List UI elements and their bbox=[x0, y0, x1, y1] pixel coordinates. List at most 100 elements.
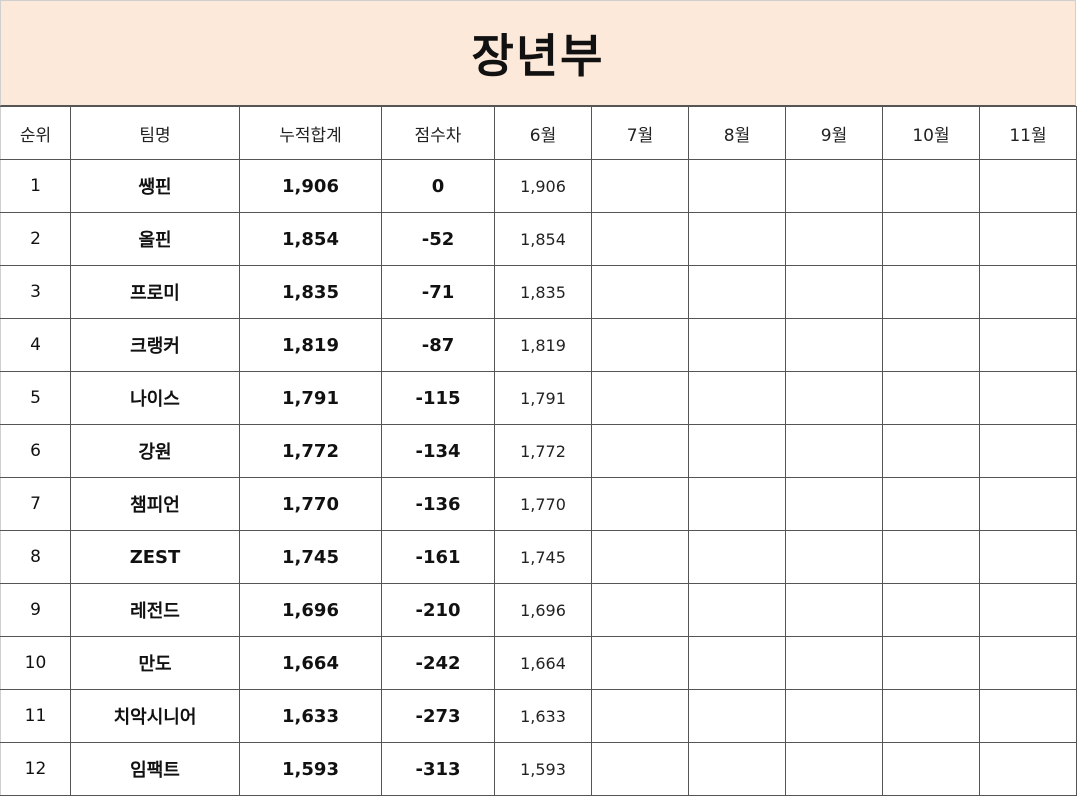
cell-total: 1,593 bbox=[239, 742, 382, 796]
table-row: 11 치악시니어 1,633 -273 1,633 bbox=[0, 689, 1077, 743]
cell-jul bbox=[591, 371, 689, 425]
cell-jul bbox=[591, 212, 689, 266]
cell-team: 크랭커 bbox=[70, 318, 240, 372]
table-row: 4 크랭커 1,819 -87 1,819 bbox=[0, 318, 1077, 372]
cell-aug bbox=[688, 159, 786, 213]
cell-oct bbox=[882, 318, 980, 372]
cell-oct bbox=[882, 371, 980, 425]
cell-oct bbox=[882, 742, 980, 796]
cell-aug bbox=[688, 636, 786, 690]
table-row: 2 올핀 1,854 -52 1,854 bbox=[0, 212, 1077, 266]
cell-sep bbox=[785, 477, 883, 531]
cell-jun: 1,835 bbox=[494, 265, 592, 319]
table-row: 3 프로미 1,835 -71 1,835 bbox=[0, 265, 1077, 319]
cell-aug bbox=[688, 689, 786, 743]
table-row: 10 만도 1,664 -242 1,664 bbox=[0, 636, 1077, 690]
cell-jul bbox=[591, 159, 689, 213]
cell-total: 1,696 bbox=[239, 583, 382, 637]
cell-team: 쌩핀 bbox=[70, 159, 240, 213]
cell-nov bbox=[979, 371, 1077, 425]
cell-total: 1,819 bbox=[239, 318, 382, 372]
cell-diff: -242 bbox=[381, 636, 495, 690]
cell-rank: 9 bbox=[0, 583, 71, 637]
cell-total: 1,906 bbox=[239, 159, 382, 213]
cell-rank: 6 bbox=[0, 424, 71, 478]
cell-oct bbox=[882, 265, 980, 319]
cell-diff: -52 bbox=[381, 212, 495, 266]
cell-oct bbox=[882, 583, 980, 637]
cell-team: 올핀 bbox=[70, 212, 240, 266]
cell-aug bbox=[688, 265, 786, 319]
cell-jun: 1,593 bbox=[494, 742, 592, 796]
cell-jun: 1,633 bbox=[494, 689, 592, 743]
cell-team: ZEST bbox=[70, 530, 240, 584]
cell-jun: 1,791 bbox=[494, 371, 592, 425]
cell-aug bbox=[688, 318, 786, 372]
cell-sep bbox=[785, 636, 883, 690]
table-row: 9 레전드 1,696 -210 1,696 bbox=[0, 583, 1077, 637]
cell-sep bbox=[785, 424, 883, 478]
cell-rank: 7 bbox=[0, 477, 71, 531]
cell-rank: 12 bbox=[0, 742, 71, 796]
cell-nov bbox=[979, 159, 1077, 213]
table-body: 1 쌩핀 1,906 0 1,906 2 올핀 1,854 -52 1,854 3 프로미 1,835-… bbox=[0, 159, 1077, 796]
cell-oct bbox=[882, 424, 980, 478]
cell-nov bbox=[979, 689, 1077, 743]
cell-team: 만도 bbox=[70, 636, 240, 690]
cell-jul bbox=[591, 530, 689, 584]
cell-diff: -210 bbox=[381, 583, 495, 637]
cell-total: 1,835 bbox=[239, 265, 382, 319]
cell-nov bbox=[979, 742, 1077, 796]
cell-jul bbox=[591, 477, 689, 531]
cell-sep bbox=[785, 530, 883, 584]
cell-total: 1,664 bbox=[239, 636, 382, 690]
cell-rank: 1 bbox=[0, 159, 71, 213]
cell-rank: 4 bbox=[0, 318, 71, 372]
cell-diff: 0 bbox=[381, 159, 495, 213]
table-row: 6 강원 1,772 -134 1,772 bbox=[0, 424, 1077, 478]
cell-diff: -71 bbox=[381, 265, 495, 319]
cell-diff: -161 bbox=[381, 530, 495, 584]
cell-oct bbox=[882, 212, 980, 266]
cell-diff: -313 bbox=[381, 742, 495, 796]
cell-aug bbox=[688, 424, 786, 478]
cell-diff: -134 bbox=[381, 424, 495, 478]
cell-nov bbox=[979, 318, 1077, 372]
cell-oct bbox=[882, 530, 980, 584]
header-row: 순위 팀명 누적합계 점수차 6월 7월 8월 9월 10월 11월 bbox=[0, 106, 1077, 160]
cell-aug bbox=[688, 742, 786, 796]
header-rank: 순위 bbox=[0, 106, 71, 160]
cell-jul bbox=[591, 636, 689, 690]
cell-sep bbox=[785, 742, 883, 796]
table-row: 1 쌩핀 1,906 0 1,906 bbox=[0, 159, 1077, 213]
cell-jul bbox=[591, 689, 689, 743]
cell-jul bbox=[591, 742, 689, 796]
cell-nov bbox=[979, 265, 1077, 319]
cell-jul bbox=[591, 318, 689, 372]
title-banner: 장년부 bbox=[0, 0, 1076, 106]
cell-team: 프로미 bbox=[70, 265, 240, 319]
cell-sep bbox=[785, 159, 883, 213]
cell-oct bbox=[882, 689, 980, 743]
cell-nov bbox=[979, 530, 1077, 584]
cell-sep bbox=[785, 689, 883, 743]
header-aug: 8월 bbox=[688, 106, 786, 160]
cell-team: 챔피언 bbox=[70, 477, 240, 531]
cell-total: 1,745 bbox=[239, 530, 382, 584]
cell-total: 1,772 bbox=[239, 424, 382, 478]
cell-sep bbox=[785, 318, 883, 372]
cell-team: 강원 bbox=[70, 424, 240, 478]
cell-diff: -136 bbox=[381, 477, 495, 531]
cell-oct bbox=[882, 159, 980, 213]
cell-jun: 1,819 bbox=[494, 318, 592, 372]
cell-sep bbox=[785, 371, 883, 425]
cell-nov bbox=[979, 477, 1077, 531]
cell-nov bbox=[979, 424, 1077, 478]
cell-jun: 1,745 bbox=[494, 530, 592, 584]
cell-aug bbox=[688, 212, 786, 266]
table-row: 12 임팩트 1,593 -313 1,593 bbox=[0, 742, 1077, 796]
standings-table: 순위 팀명 누적합계 점수차 6월 7월 8월 9월 10월 11월 1 쌩핀 1,… bbox=[0, 106, 1077, 796]
header-jun: 6월 bbox=[494, 106, 592, 160]
cell-nov bbox=[979, 212, 1077, 266]
